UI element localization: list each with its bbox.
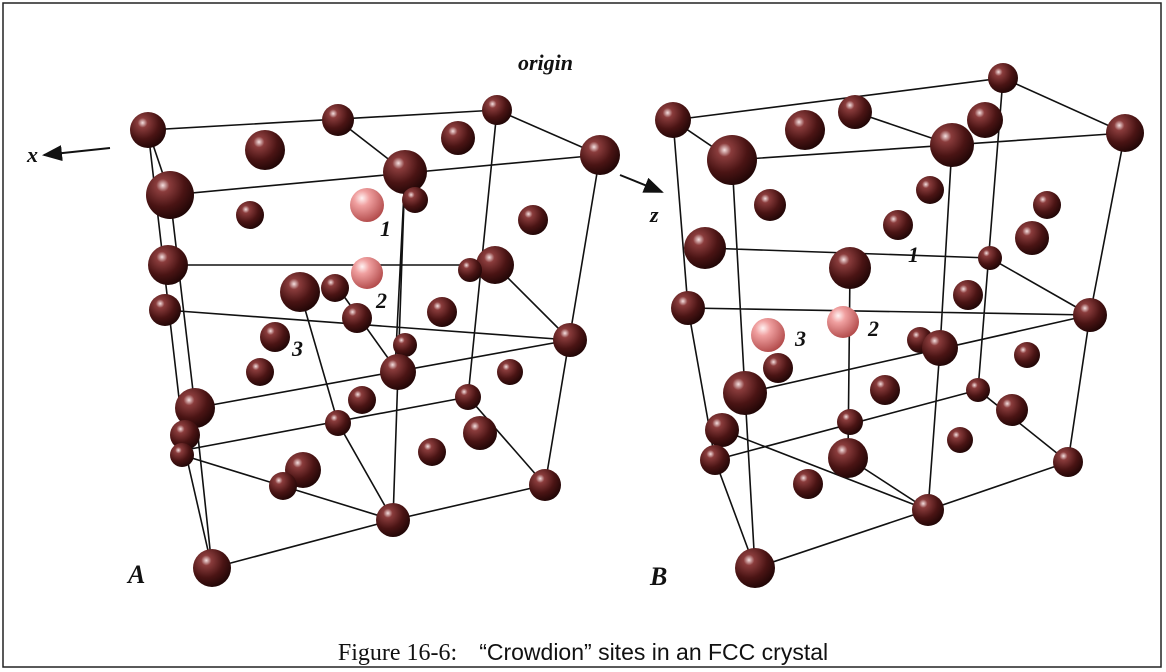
- atom: [321, 274, 349, 302]
- atom: [947, 427, 973, 453]
- atom: [325, 410, 351, 436]
- atom: [700, 445, 730, 475]
- site-label: 1: [380, 216, 391, 241]
- atom: [922, 330, 958, 366]
- atom: [529, 469, 561, 501]
- atom: [402, 187, 428, 213]
- atom: [1015, 221, 1049, 255]
- atom: [458, 258, 482, 282]
- atom: [427, 297, 457, 327]
- atom: [130, 112, 166, 148]
- atom: [838, 95, 872, 129]
- atom: [707, 135, 757, 185]
- atom: [342, 303, 372, 333]
- atom: [671, 291, 705, 325]
- atom: [269, 472, 297, 500]
- atom: [246, 358, 274, 386]
- crowdion-site: [827, 306, 859, 338]
- atom: [383, 150, 427, 194]
- origin-label: origin: [518, 50, 573, 75]
- atom: [322, 104, 354, 136]
- atom: [785, 110, 825, 150]
- atom: [883, 210, 913, 240]
- panel-label: A: [126, 560, 145, 589]
- atom: [988, 63, 1018, 93]
- atom: [497, 359, 523, 385]
- atom: [829, 247, 871, 289]
- atom: [518, 205, 548, 235]
- atom: [476, 246, 514, 284]
- atom: [553, 323, 587, 357]
- atom: [280, 272, 320, 312]
- atom: [930, 123, 974, 167]
- atom: [916, 176, 944, 204]
- atom: [245, 130, 285, 170]
- atom: [1033, 191, 1061, 219]
- x-arrow: [42, 145, 111, 162]
- atom: [463, 416, 497, 450]
- site-label: 2: [375, 288, 387, 313]
- atom: [754, 189, 786, 221]
- atom: [763, 353, 793, 383]
- atom: [978, 246, 1002, 270]
- atom: [735, 548, 775, 588]
- atoms: [130, 63, 1144, 588]
- atom: [966, 378, 990, 402]
- atom: [870, 375, 900, 405]
- atom: [684, 227, 726, 269]
- atom: [380, 354, 416, 390]
- atom: [193, 549, 231, 587]
- atom: [236, 201, 264, 229]
- site-label: 2: [867, 316, 879, 341]
- atom: [967, 102, 1003, 138]
- atom: [655, 102, 691, 138]
- atom: [260, 322, 290, 352]
- z-arrow: [619, 174, 664, 193]
- crowdion-site: [351, 257, 383, 289]
- atom: [348, 386, 376, 414]
- atom: [953, 280, 983, 310]
- atom: [455, 384, 481, 410]
- atom: [441, 121, 475, 155]
- atom: [580, 135, 620, 175]
- axis-label: x: [26, 142, 38, 167]
- atom: [723, 371, 767, 415]
- panel-label: B: [649, 562, 667, 591]
- site-label: 3: [291, 336, 303, 361]
- atom: [1073, 298, 1107, 332]
- atom: [1106, 114, 1144, 152]
- caption-number: Figure 16-6:: [338, 640, 457, 666]
- caption-text: “Crowdion” sites in an FCC crystal: [479, 639, 828, 665]
- atom: [793, 469, 823, 499]
- atom: [837, 409, 863, 435]
- atom: [482, 95, 512, 125]
- atom: [418, 438, 446, 466]
- atom: [996, 394, 1028, 426]
- site-label: 1: [908, 242, 919, 267]
- site-label: 3: [794, 326, 806, 351]
- atom: [146, 171, 194, 219]
- atom: [149, 294, 181, 326]
- lattice-lines: [146, 77, 1126, 569]
- caption: Figure 16-6: “Crowdion” sites in an FCC c…: [338, 639, 828, 666]
- crowdion-site: [350, 188, 384, 222]
- atom: [912, 494, 944, 526]
- atom: [170, 420, 200, 450]
- atom: [175, 388, 215, 428]
- atom: [705, 413, 739, 447]
- atom: [1053, 447, 1083, 477]
- axis-label: z: [649, 202, 659, 227]
- atom: [148, 245, 188, 285]
- atom: [393, 333, 417, 357]
- crowdion-site: [751, 318, 785, 352]
- atom: [1014, 342, 1040, 368]
- atom: [170, 443, 194, 467]
- atom: [828, 438, 868, 478]
- atom: [376, 503, 410, 537]
